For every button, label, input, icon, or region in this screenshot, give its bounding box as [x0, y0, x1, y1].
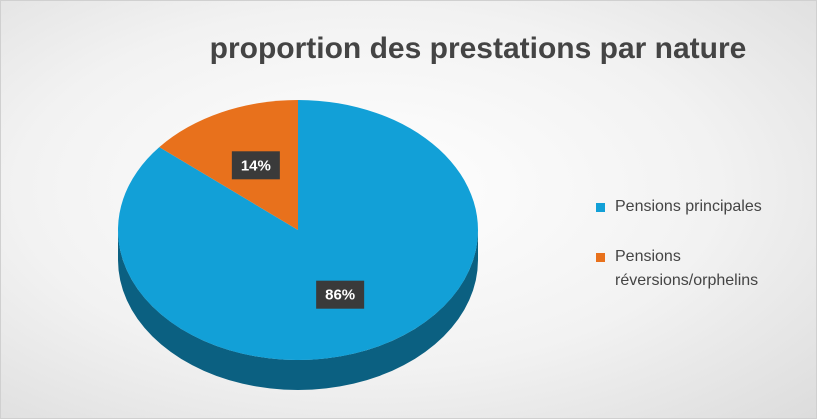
data-label: 86% — [325, 287, 355, 304]
legend-item: Pensions principales — [596, 195, 796, 219]
legend-swatch — [596, 253, 605, 262]
legend-label: Pensions principales — [615, 198, 762, 215]
legend: Pensions principales Pensions réversions/… — [596, 195, 796, 319]
data-label: 14% — [241, 157, 271, 174]
legend-item: Pensions réversions/orphelins — [596, 245, 796, 293]
data-label-box — [316, 280, 365, 309]
data-label-box — [231, 151, 280, 180]
legend-swatch — [596, 203, 605, 212]
legend-label: Pensions réversions/orphelins — [615, 248, 759, 289]
pie-slice — [159, 100, 298, 230]
chart-title: proportion des prestations par nature — [210, 32, 747, 65]
slice-side — [118, 230, 478, 390]
